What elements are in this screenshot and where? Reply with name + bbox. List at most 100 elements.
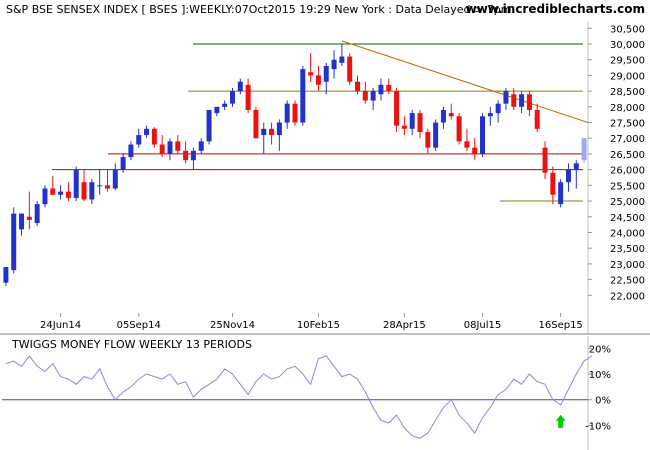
candle-body	[58, 191, 64, 195]
candle-body	[440, 109, 446, 123]
indicator-tick-label: -10%	[585, 421, 611, 432]
candle-body	[89, 182, 95, 200]
chart-title: S&P BSE SENSEX INDEX [ BSES ]:WEEKLY:07O…	[6, 3, 511, 16]
candle-body	[183, 150, 189, 161]
candle-body	[480, 116, 486, 154]
price-tick-label: 26,500	[610, 150, 645, 161]
candle-body	[425, 131, 431, 148]
candle-body	[495, 103, 501, 114]
candle-body	[433, 122, 439, 148]
candle-body	[198, 141, 204, 151]
indicator-tick-label: 0%	[595, 396, 611, 407]
candle-body	[284, 103, 290, 123]
price-tick-label: 29,000	[610, 71, 645, 82]
candle-body	[42, 188, 48, 205]
candle-body	[573, 163, 579, 170]
indicator-tick-label: 10%	[589, 370, 611, 381]
candle-body	[65, 191, 71, 198]
candle-body	[151, 128, 157, 145]
candle-body	[19, 213, 25, 230]
candle-body	[3, 267, 9, 283]
candle-body	[472, 147, 478, 154]
candle-body	[26, 216, 32, 220]
candle-body	[214, 106, 220, 114]
candle-body	[456, 116, 462, 142]
price-tick-label: 23,000	[610, 260, 645, 271]
candle-body	[308, 72, 314, 76]
candle-body	[511, 94, 517, 107]
candle-body	[401, 125, 407, 129]
price-tick-label: 22,000	[610, 291, 645, 302]
candle-body	[370, 91, 376, 101]
candle-body	[81, 182, 87, 200]
candle-body	[534, 109, 540, 129]
indicator-title: TWIGGS MONEY FLOW WEEKLY 13 PERIODS	[11, 338, 252, 351]
candle-body	[331, 59, 337, 70]
x-tick-label: 16Sep15	[539, 320, 583, 331]
indicator-tick-label: 20%	[589, 344, 611, 355]
x-tick-label: 28Apr15	[383, 320, 426, 331]
candle-body	[245, 84, 251, 110]
candle-body	[550, 172, 556, 195]
candle-body	[97, 185, 103, 187]
candle-body	[503, 91, 509, 104]
candle-body	[417, 113, 423, 132]
price-tick-label: 22,500	[610, 276, 645, 287]
price-tick-label: 28,500	[610, 87, 645, 98]
candle-body	[565, 169, 571, 183]
candle-body	[253, 109, 259, 139]
candle-body	[11, 213, 17, 271]
candle-body	[237, 81, 243, 92]
candle-body	[542, 147, 548, 173]
candle-body	[50, 188, 56, 195]
x-tick-label: 25Nov14	[210, 320, 255, 331]
price-tick-label: 29,500	[610, 56, 645, 67]
trendline	[341, 40, 589, 123]
x-tick-label: 10Feb15	[297, 320, 340, 331]
price-tick-label: 25,500	[610, 181, 645, 192]
candle-body	[487, 113, 493, 117]
x-tick-label: 24Jun14	[40, 320, 81, 331]
site-watermark[interactable]: www.incrediblecharts.com	[466, 2, 645, 16]
candle-body	[323, 65, 329, 82]
buy-signal-arrow-icon	[555, 414, 566, 428]
candle-body	[519, 94, 525, 107]
candle-body	[222, 103, 228, 107]
candle-body	[34, 204, 40, 224]
candle-body	[206, 109, 212, 142]
candle-body	[112, 169, 118, 189]
candle-body	[104, 185, 110, 189]
candle-body	[581, 138, 587, 161]
candle-body	[120, 157, 126, 170]
candle-body	[347, 56, 353, 82]
price-tick-label: 23,500	[610, 244, 645, 255]
price-tick-label: 24,500	[610, 213, 645, 224]
candle-body	[136, 135, 142, 145]
candle-body	[269, 128, 275, 136]
candle-body	[261, 128, 267, 136]
price-tick-label: 28,000	[610, 103, 645, 114]
candle-body	[448, 113, 454, 117]
price-tick-label: 24,000	[610, 228, 645, 239]
price-tick-label: 30,000	[610, 40, 645, 51]
candle-body	[526, 94, 532, 110]
price-tick-label: 30,500	[610, 24, 645, 35]
candle-body	[175, 141, 181, 151]
price-tick-label: 25,000	[610, 197, 645, 208]
candle-body	[190, 150, 196, 161]
candle-body	[464, 141, 470, 148]
candle-body	[339, 56, 345, 63]
candle-body	[300, 69, 306, 123]
candle-body	[159, 144, 165, 154]
candle-body	[355, 81, 361, 92]
price-tick-label: 27,000	[610, 134, 645, 145]
candle-body	[558, 182, 564, 205]
candle-body	[378, 84, 384, 95]
candle-body	[386, 84, 392, 92]
price-tick-label: 27,500	[610, 119, 645, 130]
candle-body	[144, 128, 150, 136]
candle-body	[167, 141, 173, 154]
candle-body	[292, 103, 298, 123]
